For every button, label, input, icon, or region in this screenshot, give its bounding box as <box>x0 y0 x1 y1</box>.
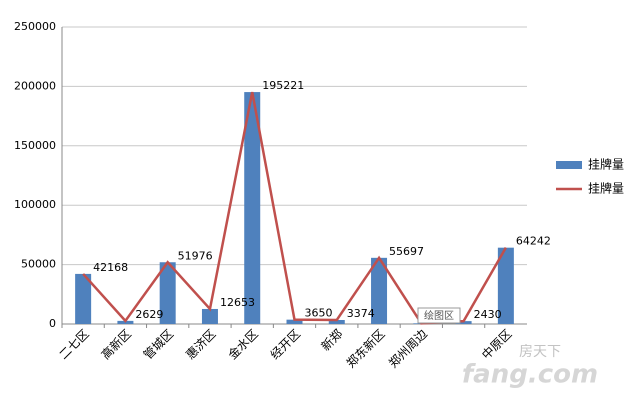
data-label: 42168 <box>93 261 128 274</box>
bar <box>455 321 472 324</box>
y-tick-label: 100000 <box>14 198 56 211</box>
data-label: 51976 <box>178 249 213 262</box>
bar <box>244 92 261 324</box>
bar <box>328 319 345 324</box>
watermark: fang.com <box>462 360 598 390</box>
legend-label: 挂牌量 <box>588 158 624 172</box>
y-tick-label: 0 <box>49 317 56 330</box>
y-tick-label: 250000 <box>14 20 56 33</box>
y-tick-label: 150000 <box>14 139 56 152</box>
data-label: 3374 <box>347 307 375 320</box>
legend-label: 挂牌量 <box>588 182 624 196</box>
bar <box>75 273 92 324</box>
data-label: 12653 <box>220 296 255 309</box>
y-tick-label: 50000 <box>21 258 56 271</box>
data-label: 2629 <box>135 308 163 321</box>
data-label: 64242 <box>516 235 551 248</box>
bar <box>201 308 218 324</box>
marks <box>75 91 514 325</box>
bar <box>159 262 176 324</box>
data-label: 195221 <box>262 79 304 92</box>
watermark: 房天下 <box>519 344 561 360</box>
data-label: 3650 <box>305 307 333 320</box>
tooltip-box <box>417 307 461 324</box>
data-label: 2430 <box>474 308 502 321</box>
tooltip: 绘图区 <box>424 309 454 322</box>
bar <box>371 257 388 324</box>
legend-swatch <box>556 161 582 169</box>
data-label: 55697 <box>389 245 424 258</box>
bar <box>497 247 514 324</box>
y-tick-label: 200000 <box>14 79 56 92</box>
bar <box>286 319 303 324</box>
grid <box>61 26 527 328</box>
